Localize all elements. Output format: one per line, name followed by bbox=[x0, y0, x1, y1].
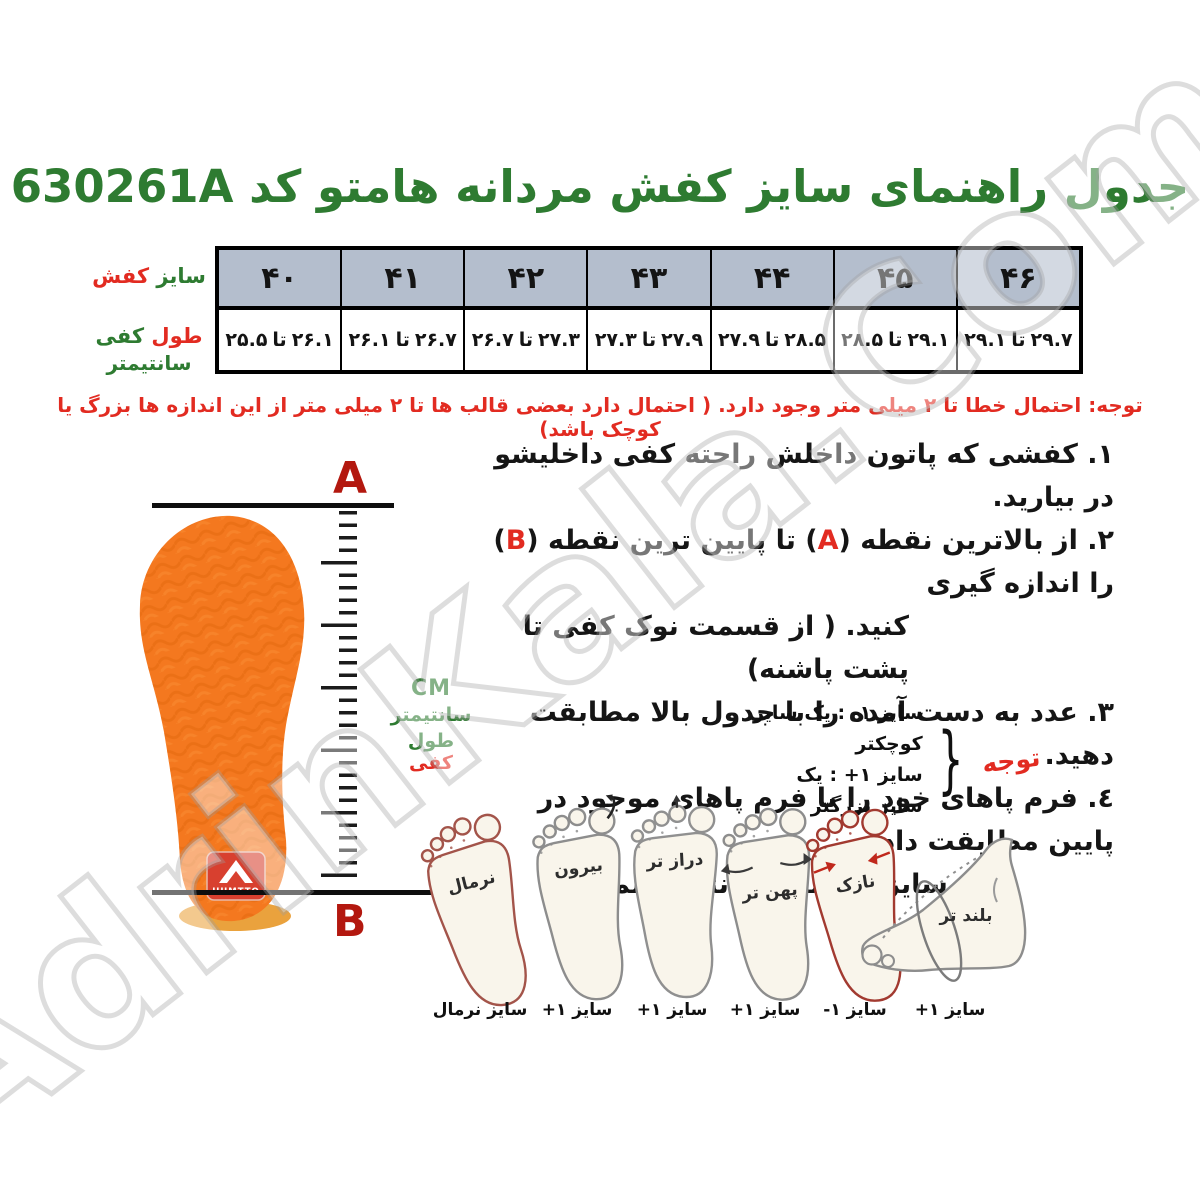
size-tag-plus1: سایز ۱+ bbox=[914, 1000, 986, 1020]
instruction-step-2-cont: کنید. ( از قسمت نوک کفی تا پشت پاشنه) bbox=[522, 611, 909, 685]
length-cell: ۲۷.۳ تا ۲۷.۹ bbox=[586, 310, 709, 370]
attention-word: توجه bbox=[980, 742, 1042, 778]
foot-thin-svg bbox=[801, 804, 917, 1009]
instructions: ۱. کفشی که پاتون داخلش راحته کفی داخلیشو… bbox=[464, 433, 1114, 906]
instruction-step-1: ۱. کفشی که پاتون داخلش راحته کفی داخلیشو… bbox=[494, 439, 1114, 513]
attention-lines: سایز ۱- : یک سایز کوچکتر سایز ۱+ : یک سا… bbox=[748, 698, 923, 822]
insole-length-row-label: طول کفی bbox=[95, 324, 203, 348]
ruler-short-ticks bbox=[339, 511, 357, 885]
attention-note: سایز ۱- : یک سایز کوچکتر سایز ۱+ : یک سا… bbox=[748, 698, 1042, 822]
size-minus-line: سایز ۱- : یک سایز کوچکتر bbox=[752, 702, 923, 755]
size-tag-minus1: سایز ۱- bbox=[823, 1000, 887, 1020]
wider-arrows bbox=[720, 852, 813, 875]
foot-taller: بلند تر bbox=[851, 826, 1046, 1001]
size-cell: ۴۴ bbox=[709, 250, 833, 306]
size-tag-plus1: سایز ۱+ bbox=[636, 1000, 708, 1020]
centimeter-row-label: سانتیمتر bbox=[106, 351, 192, 375]
length-cell: ۲۸.۵ تا ۲۹.۱ bbox=[832, 310, 956, 370]
size-plus-line: سایز ۱+ : یک سایز بزرگتر bbox=[796, 764, 923, 817]
page-title: جدول راهنمای سایز کفش مردانه هامتو کد 63… bbox=[10, 160, 1190, 214]
length-cell: ۲۷.۹ تا ۲۸.۵ bbox=[709, 310, 833, 370]
outward-arrow bbox=[605, 794, 616, 820]
longer-toe-arrow bbox=[672, 794, 681, 808]
size-table-header-row: ۴۰ ۴۱ ۴۲ ۴۳ ۴۴ ۴۵ ۴۶ bbox=[219, 250, 1079, 310]
insole-measure-diagram: A HUMTTO B bbox=[120, 450, 490, 960]
size-cell: ۴۰ bbox=[219, 250, 341, 306]
point-a-ref: A bbox=[817, 525, 839, 556]
cm-unit-label: CM bbox=[410, 676, 452, 701]
thin-arrows bbox=[813, 851, 891, 874]
instruction-step-3: ۳. عدد به دست آمده را با جدول بالا مطابق… bbox=[529, 697, 1114, 771]
tolerance-note: توجه: احتمال خطا تا ۲ میلی متر وجود دارد… bbox=[57, 393, 1143, 441]
length-cell: ۲۵.۵ تا ۲۶.۱ bbox=[225, 329, 334, 351]
instruction-step-4: ٤. فرم پاهای خود را با فرم پاهای موجود د… bbox=[537, 783, 1114, 857]
size-tag-plus1: سایز ۱+ bbox=[541, 1000, 613, 1020]
insole-illustration: HUMTTO bbox=[139, 515, 305, 931]
length-cell: ۲۶.۷ تا ۲۷.۳ bbox=[463, 310, 586, 370]
instruction-step-2: ۲. از بالاترین نقطه (A) تا پایین ترین نق… bbox=[493, 525, 1114, 599]
foot-wider: پهن تر bbox=[707, 794, 835, 1018]
size-cell: ۴۶ bbox=[955, 250, 1079, 306]
curly-brace: } bbox=[937, 717, 964, 803]
foot-longer-toe: دراز تر bbox=[616, 792, 737, 1012]
centimeter-label: سانتیمتر bbox=[390, 704, 472, 726]
foot-taller-svg bbox=[861, 837, 1027, 982]
size-cell: ۴۵ bbox=[832, 250, 956, 306]
foot-longer-toe-svg bbox=[629, 794, 726, 1001]
point-b-ref: B bbox=[505, 525, 527, 556]
insole-length-label: طول کفی bbox=[407, 730, 455, 774]
cm-label-block: CM سانتیمتر طول کفی bbox=[383, 676, 479, 774]
size-cell: ۴۲ bbox=[463, 250, 587, 306]
marker-a: A bbox=[333, 453, 368, 504]
foot-outward: بیرون bbox=[515, 792, 650, 1019]
table-row-labels: سایز کفش طول کفی سانتیمتر bbox=[86, 246, 212, 375]
length-cell: ۲۶.۱ تا ۲۶.۷ bbox=[340, 310, 463, 370]
size-cell: ۴۱ bbox=[340, 250, 464, 306]
size-table: ۴۰ ۴۱ ۴۲ ۴۳ ۴۴ ۴۵ ۴۶ ۲۵.۵ تا ۲۶.۱ ۲۶.۱ تا ۲۶… bbox=[215, 246, 1083, 374]
foot-wider-svg bbox=[720, 804, 823, 1005]
side-foot-outline bbox=[861, 837, 1027, 972]
marker-b: B bbox=[333, 896, 367, 947]
shoe-size-row-label: سایز کفش bbox=[92, 264, 206, 288]
foot-taller-label: بلند تر bbox=[939, 906, 993, 926]
length-cell: ۲۹.۱ تا ۲۹.۷ bbox=[955, 310, 1079, 370]
girth-loop bbox=[915, 880, 963, 982]
measure-line-top bbox=[152, 503, 394, 508]
size-tag-normal: سایز نرمال bbox=[432, 1000, 528, 1020]
size-tag-plus1: سایز ۱+ bbox=[729, 1000, 801, 1020]
foot-outward-svg bbox=[528, 794, 638, 1006]
instep-dotted-line bbox=[882, 851, 988, 939]
foot-thin: نازک bbox=[788, 793, 930, 1023]
size-cell: ۴۳ bbox=[586, 250, 710, 306]
measure-line-bottom bbox=[152, 890, 472, 895]
size-table-length-row: ۲۵.۵ تا ۲۶.۱ ۲۶.۱ تا ۲۶.۷ ۲۶.۷ تا ۲۷.۳ ۲۷.۳ تا ۲… bbox=[219, 310, 1079, 370]
